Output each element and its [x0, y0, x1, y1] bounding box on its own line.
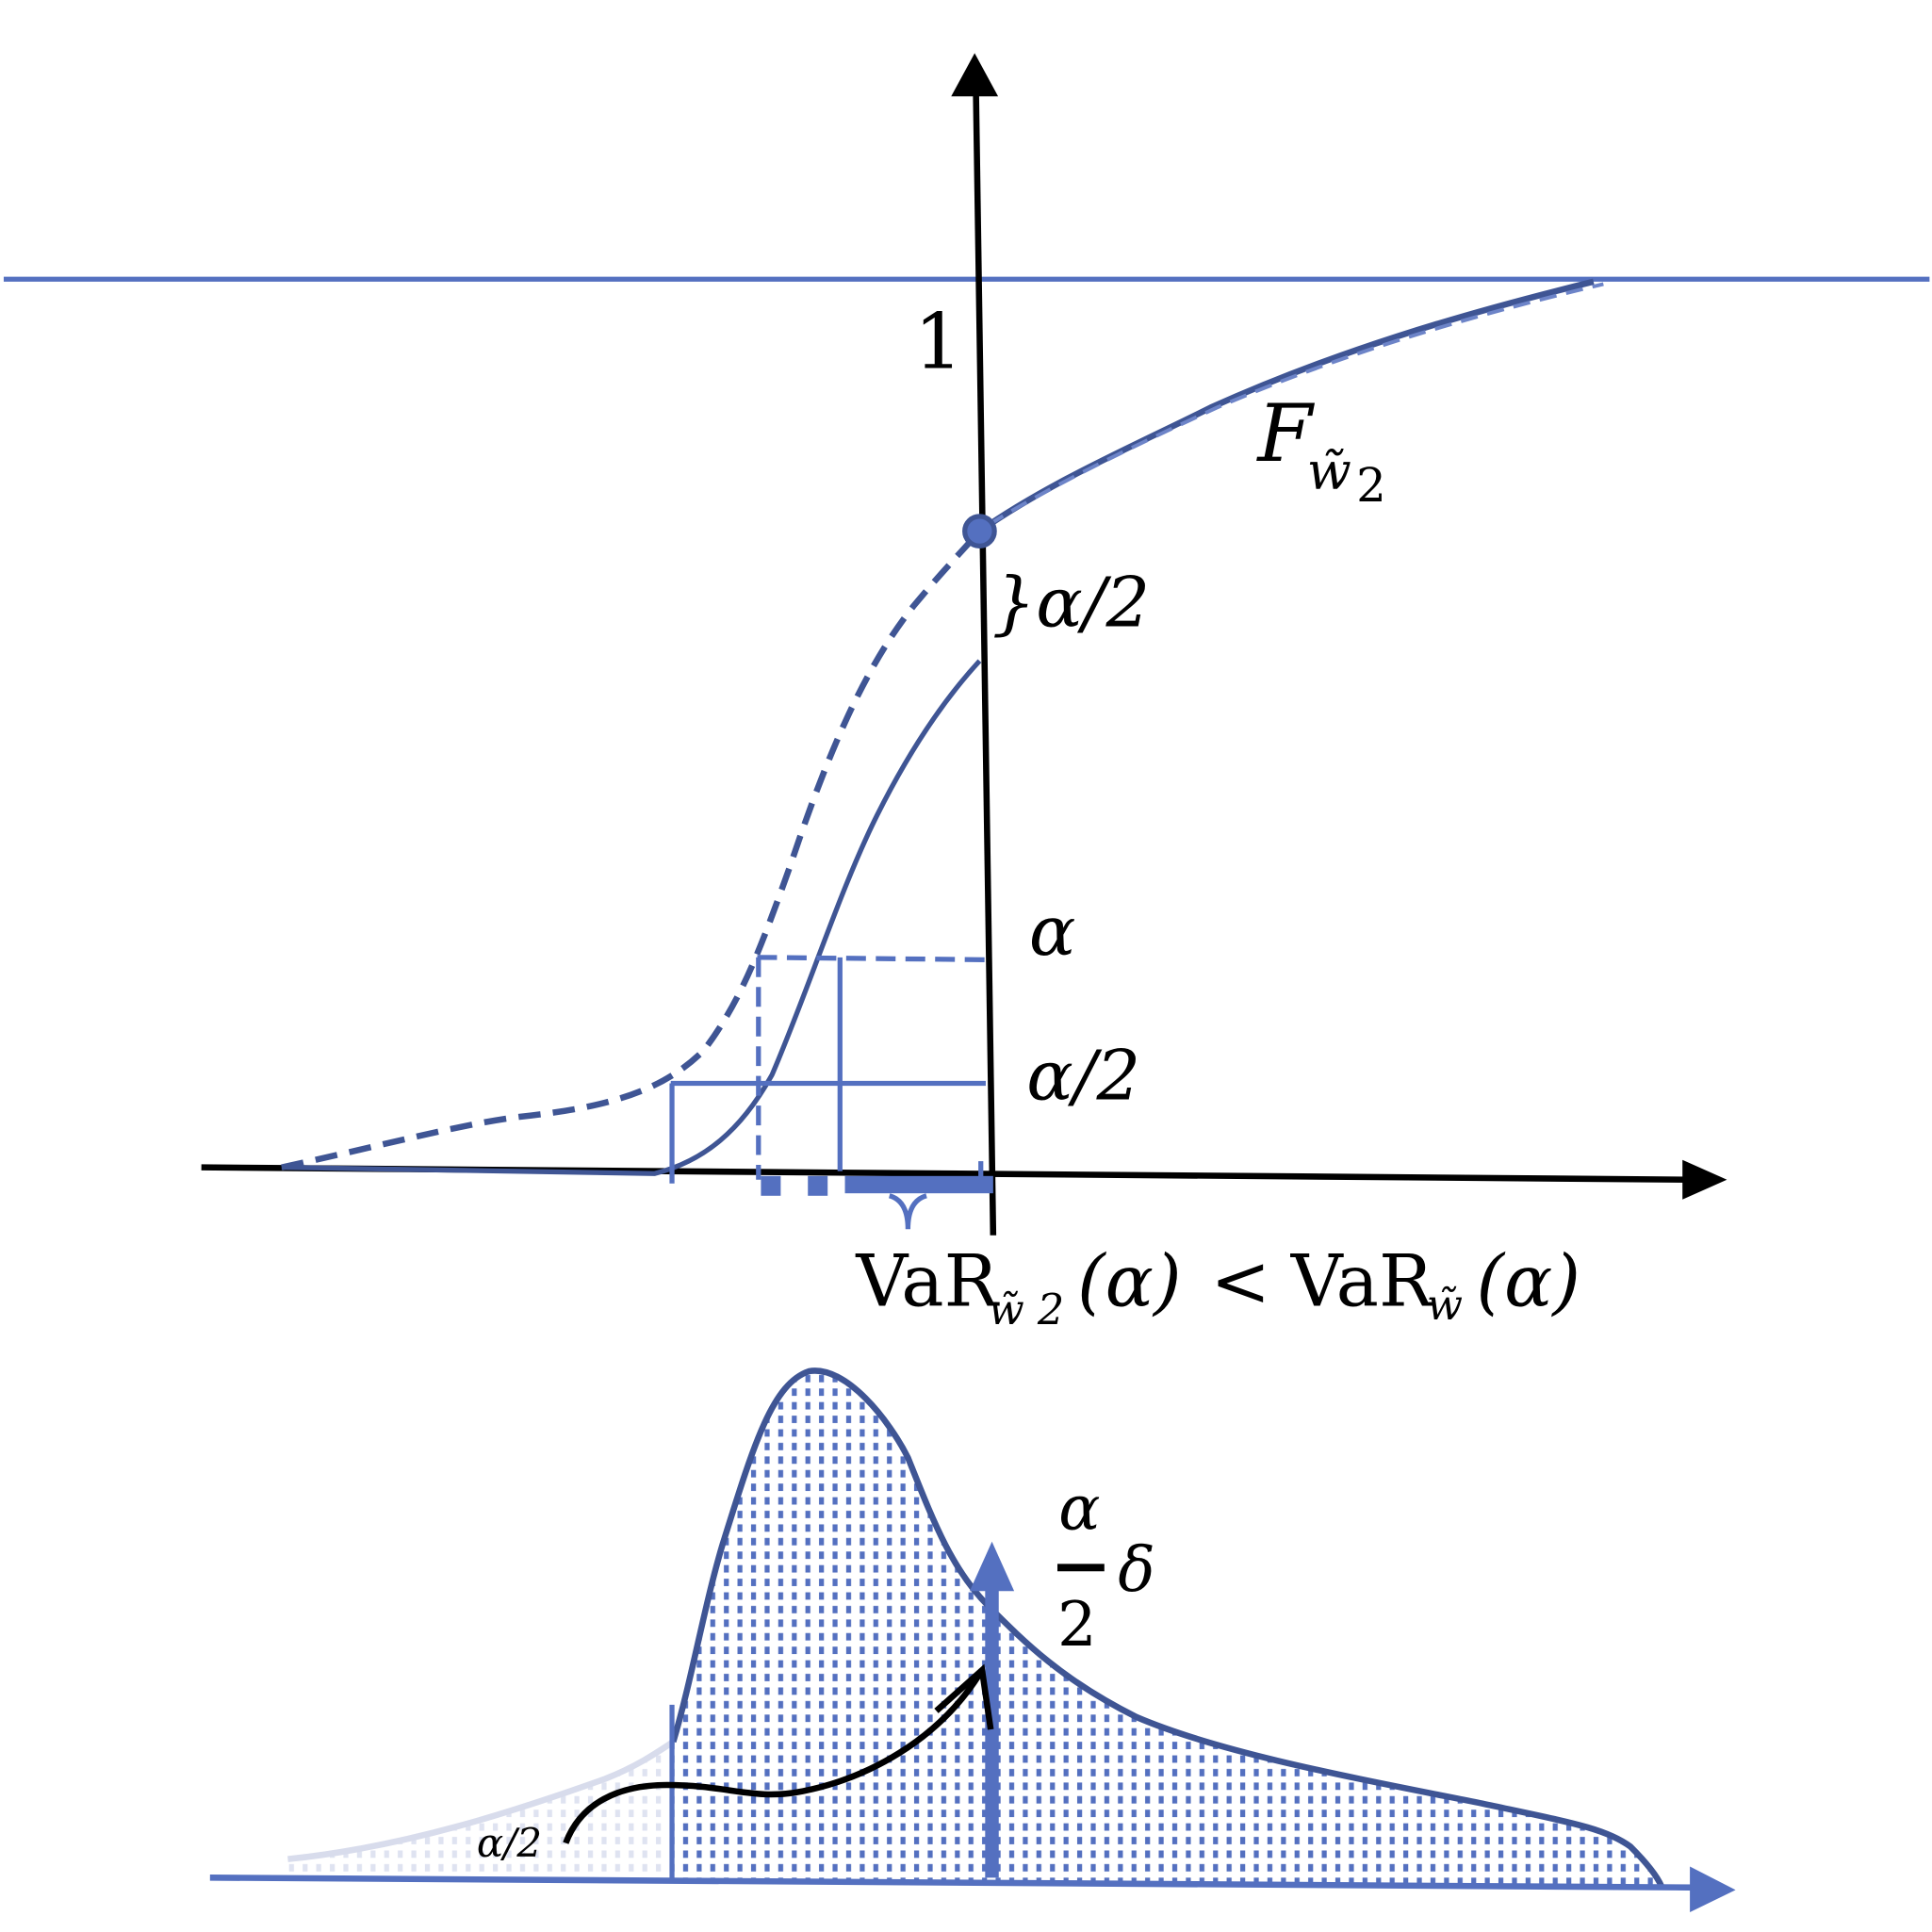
alpha-label: α	[1029, 892, 1076, 972]
mass-transfer-arrowhead	[934, 1663, 994, 1730]
axis-mark	[761, 1175, 781, 1196]
svg-text:α: α	[1058, 1473, 1100, 1545]
moved-mass-label: α/2	[477, 1820, 542, 1866]
y-axis	[973, 86, 997, 1236]
svg-text:F: F	[1255, 387, 1315, 480]
point-mass-arrowhead	[969, 1541, 1015, 1592]
crossing-point	[962, 514, 997, 548]
density-x-axis	[209, 1875, 1699, 1891]
svg-text:VaR: VaR	[855, 1238, 1000, 1322]
mass-transfer-arrow	[563, 1668, 985, 1844]
svg-text:(α): (α)	[1476, 1238, 1580, 1322]
cdf-dashed-curve	[281, 529, 982, 1171]
cdf-label: F w̃ 2	[1255, 387, 1386, 513]
density-left-tail	[287, 1739, 676, 1862]
point-mass-label: α 2 δ	[1056, 1473, 1155, 1661]
svg-text:VaR: VaR	[1290, 1238, 1435, 1322]
svg-text:w̃ 2: w̃ 2	[989, 1285, 1065, 1334]
y-axis-arrowhead	[951, 53, 999, 97]
var-gap-brace	[888, 1193, 927, 1230]
alpha-half-label: α/2	[1026, 1037, 1140, 1117]
var-inequality: VaR w̃ 2 (α) < VaR w̃ (α)	[855, 1238, 1580, 1334]
cdf-solid-curve	[281, 659, 982, 1176]
svg-text:w̃: w̃	[1427, 1281, 1463, 1330]
gap-label: }α/2	[992, 564, 1151, 644]
alpha-dashed-level	[757, 955, 995, 963]
density-fill	[673, 1370, 1662, 1887]
x-axis-arrowhead	[1682, 1159, 1727, 1200]
svg-text:(α): (α)	[1077, 1238, 1182, 1322]
cdf-upper-dashed-overlay	[987, 282, 1604, 527]
level-one-label: 1	[914, 299, 963, 387]
svg-text:w̃: w̃	[1307, 441, 1351, 501]
var-gap-bar	[844, 1175, 993, 1194]
density-x-axis-arrowhead	[1690, 1866, 1736, 1913]
svg-text:δ: δ	[1118, 1534, 1154, 1606]
svg-text:2: 2	[1057, 1589, 1097, 1661]
svg-text:2: 2	[1356, 458, 1386, 513]
axis-mark	[808, 1175, 828, 1196]
svg-text:<: <	[1211, 1238, 1271, 1322]
